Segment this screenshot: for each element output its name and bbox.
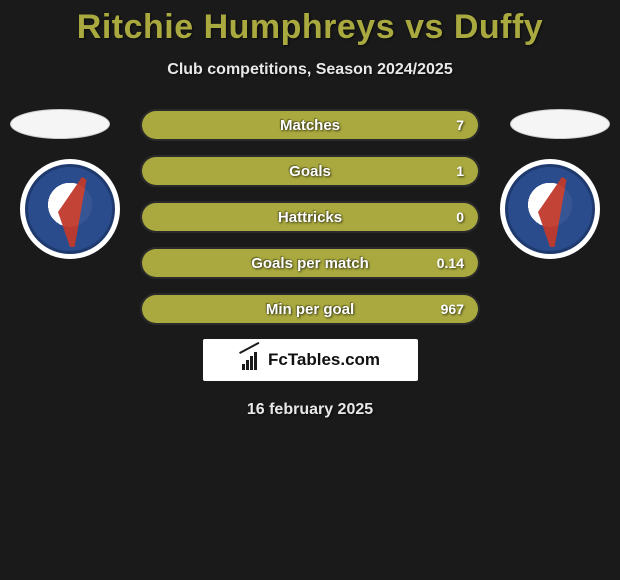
stat-row: Goals per match 0.14	[140, 247, 480, 279]
page-subtitle: Club competitions, Season 2024/2025	[0, 61, 620, 79]
chesterfield-badge-icon	[25, 164, 115, 254]
stat-row: Hattricks 0	[140, 201, 480, 233]
fctables-logo-icon	[240, 350, 262, 370]
comparison-content: Matches 7 Goals 1 Hattricks 0 Goals per …	[0, 109, 620, 419]
stat-value-right: 0.14	[437, 255, 464, 271]
stat-value-right: 967	[441, 301, 464, 317]
stat-value-right: 7	[456, 117, 464, 133]
stat-rows: Matches 7 Goals 1 Hattricks 0 Goals per …	[140, 109, 480, 325]
club-badge-right	[500, 159, 600, 259]
chesterfield-badge-icon	[505, 164, 595, 254]
stat-label: Matches	[280, 117, 340, 134]
date-label: 16 february 2025	[0, 401, 620, 419]
page-title: Ritchie Humphreys vs Duffy	[0, 0, 620, 47]
brand-text: FcTables.com	[268, 350, 380, 370]
player-left-oval	[10, 109, 110, 139]
stat-value-right: 1	[456, 163, 464, 179]
brand-box[interactable]: FcTables.com	[203, 339, 418, 381]
stat-label: Min per goal	[266, 301, 354, 318]
stat-label: Goals per match	[251, 255, 369, 272]
stat-label: Hattricks	[278, 209, 342, 226]
player-right-oval	[510, 109, 610, 139]
club-badge-left	[20, 159, 120, 259]
stat-value-right: 0	[456, 209, 464, 225]
stat-row: Matches 7	[140, 109, 480, 141]
stat-label: Goals	[289, 163, 331, 180]
stat-row: Goals 1	[140, 155, 480, 187]
stat-row: Min per goal 967	[140, 293, 480, 325]
